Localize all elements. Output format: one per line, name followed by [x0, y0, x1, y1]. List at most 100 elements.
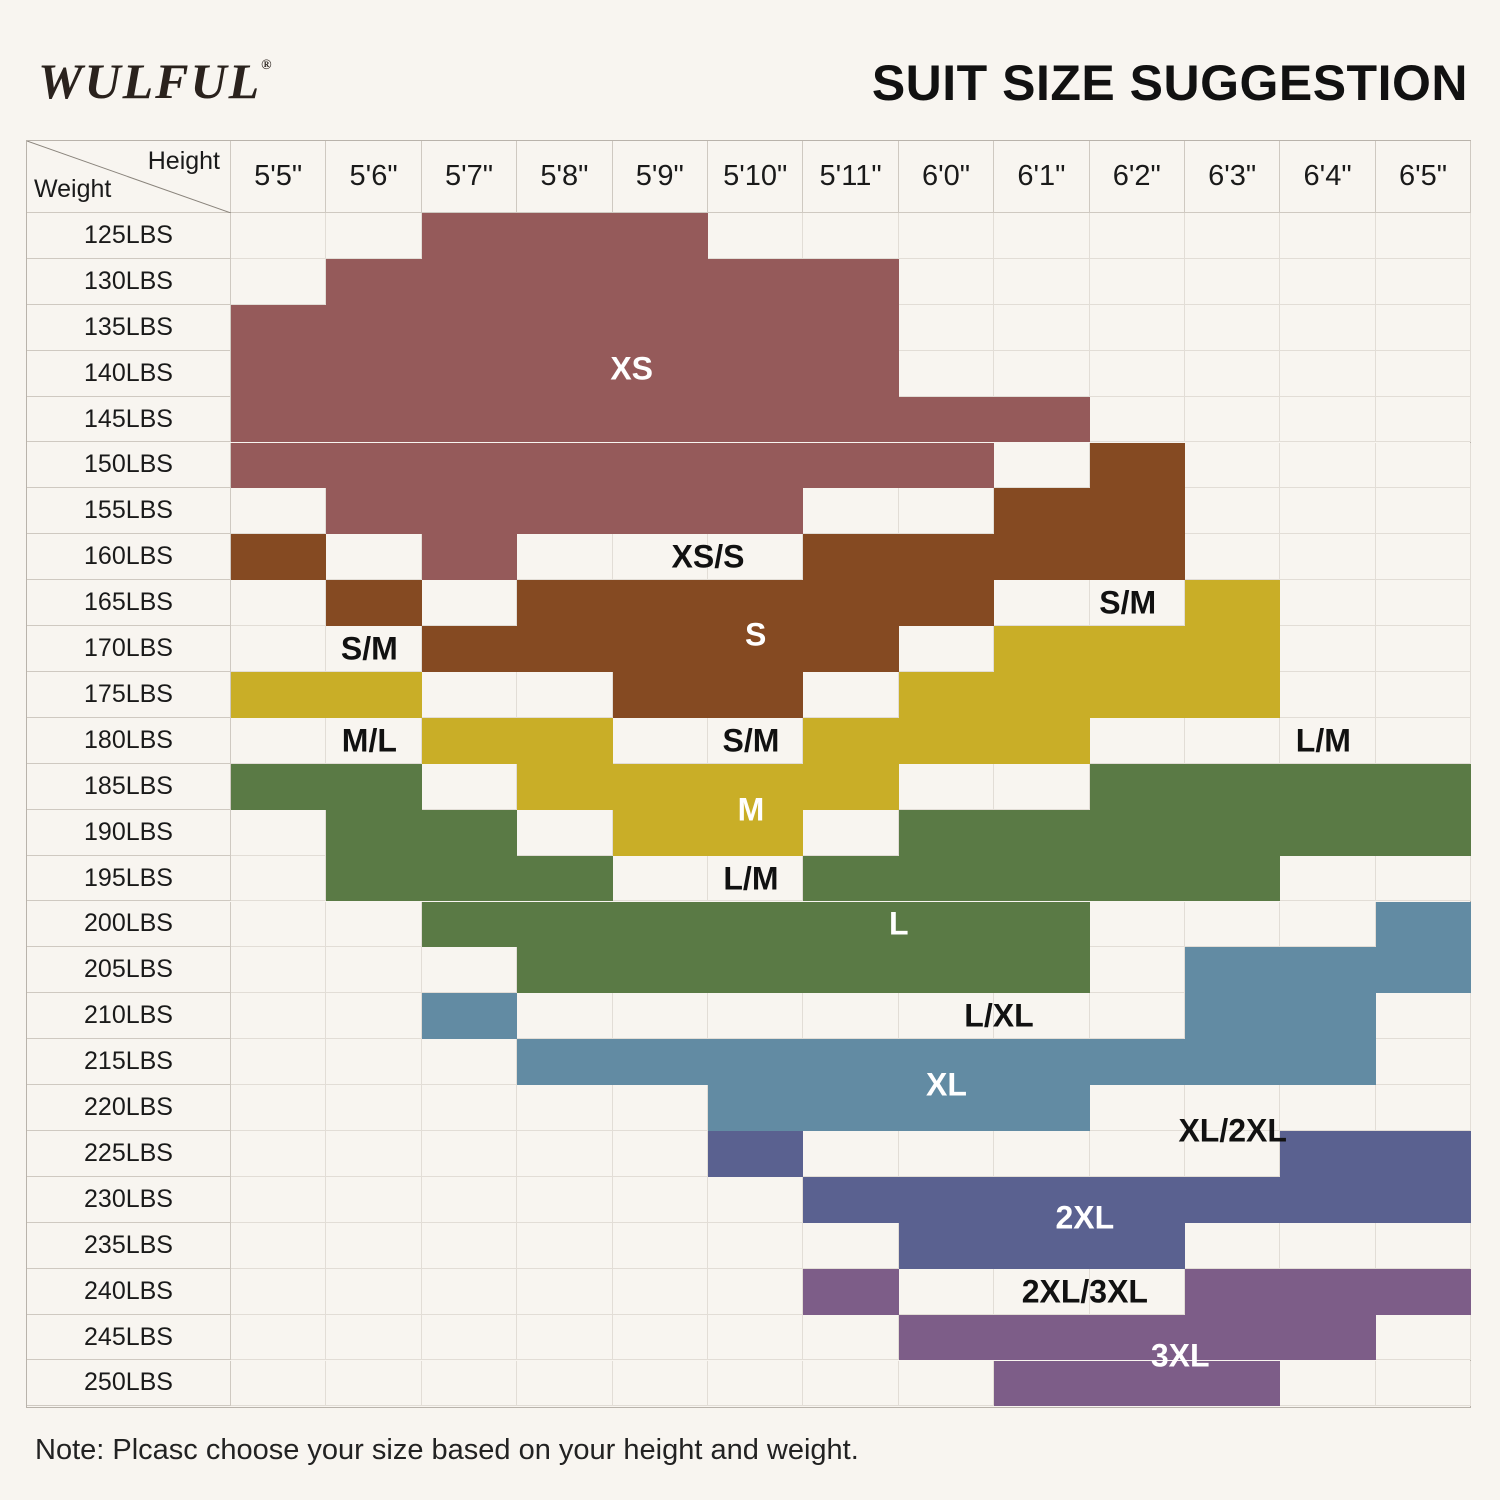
row-header: 130LBS: [27, 258, 231, 305]
empty-cell: [326, 901, 422, 948]
size-cell-xs: [517, 258, 613, 305]
empty-cell: [1375, 1360, 1472, 1407]
size-cell-s: [517, 580, 613, 627]
size-cell-xl: [421, 993, 518, 1040]
size-cell-l: [612, 901, 708, 948]
size-cell-xs: [231, 304, 327, 351]
size-cell-xl: [994, 1039, 1090, 1086]
size-label: M: [737, 791, 765, 828]
size-cell-l: [231, 763, 327, 810]
empty-cell: [1280, 580, 1376, 627]
row-header: 160LBS: [27, 534, 231, 581]
size-cell-s: [421, 626, 518, 672]
size-cell-xl: [708, 1085, 804, 1131]
empty-cell: [994, 442, 1090, 489]
empty-cell: [898, 304, 995, 351]
empty-cell: [231, 947, 327, 994]
size-cell-xs: [421, 488, 518, 535]
empty-cell: [231, 1176, 327, 1223]
empty-cell: [1280, 1222, 1376, 1269]
empty-cell: [326, 213, 422, 259]
empty-cell: [1089, 1131, 1185, 1177]
size-cell-l: [421, 855, 518, 902]
size-cell-xl: [1185, 993, 1281, 1040]
size-label: 2XL: [1055, 1199, 1115, 1236]
size-cell-s: [612, 626, 708, 672]
size-cell-xs: [898, 442, 995, 489]
empty-cell: [612, 1314, 708, 1361]
logo-text: WULFUL: [38, 53, 262, 109]
size-label: L/M: [1295, 722, 1351, 759]
size-cell-l: [517, 901, 613, 948]
size-cell-m: [803, 717, 899, 764]
empty-cell: [326, 947, 422, 994]
size-cell-m: [994, 672, 1090, 718]
size-cell-xs: [803, 258, 899, 305]
row-header: 200LBS: [27, 901, 231, 948]
size-label: L/XL: [964, 997, 1034, 1034]
size-cell-xs: [421, 350, 518, 397]
size-cell-s: [898, 580, 995, 627]
empty-cell: [1375, 1085, 1472, 1131]
size-cell-s: [898, 534, 995, 581]
size-chart-table: 5'5" 5'6" 5'7" 5'8" 5'9" 5'10" 5'11" 6'0" 6'1" 6'…: [26, 140, 1472, 1408]
size-cell-l: [708, 947, 804, 994]
empty-cell: [231, 626, 327, 672]
empty-cell: [1375, 1314, 1472, 1361]
empty-cell: [517, 809, 613, 856]
empty-cell: [1089, 580, 1185, 627]
corner-header: Height Weight: [27, 141, 231, 213]
empty-cell: [326, 534, 422, 581]
size-cell-3xl: [994, 1360, 1090, 1407]
size-cell-3xl: [1089, 1360, 1185, 1407]
size-cell-m: [708, 763, 804, 810]
empty-cell: [326, 626, 422, 672]
size-cell-xs: [421, 213, 518, 259]
size-cell-m: [1089, 626, 1185, 672]
size-cell-3xl: [803, 1268, 899, 1315]
size-cell-s: [803, 580, 899, 627]
empty-cell: [803, 213, 899, 259]
size-cell-s: [517, 626, 613, 672]
size-cell-l: [898, 855, 995, 902]
empty-cell: [517, 1176, 613, 1223]
empty-cell: [1375, 534, 1472, 581]
empty-cell: [1089, 304, 1185, 351]
empty-cell: [803, 809, 899, 856]
size-cell-l: [612, 947, 708, 994]
size-cell-xs: [421, 304, 518, 351]
empty-cell: [1089, 993, 1185, 1040]
size-cell-xl: [898, 1039, 995, 1086]
empty-cell: [708, 1360, 804, 1407]
empty-cell: [898, 213, 995, 259]
size-cell-xs: [517, 304, 613, 351]
row-header: 145LBS: [27, 396, 231, 443]
empty-cell: [1280, 258, 1376, 305]
size-label: S/M: [1099, 584, 1157, 621]
size-cell-s: [708, 626, 804, 672]
empty-cell: [421, 1131, 518, 1177]
size-cell-l: [1280, 763, 1376, 810]
size-cell-xs: [612, 442, 708, 489]
row-header: 240LBS: [27, 1268, 231, 1315]
size-cell-xs: [231, 396, 327, 443]
row-header: 165LBS: [27, 580, 231, 627]
size-cell-l: [326, 809, 422, 856]
row-header: 245LBS: [27, 1314, 231, 1361]
size-cell-xl: [1280, 947, 1376, 994]
size-cell-xl: [1375, 901, 1472, 948]
row-header: 225LBS: [27, 1131, 231, 1177]
size-cell-xs: [517, 488, 613, 535]
column-header: 6'2": [1089, 141, 1185, 213]
height-axis-label: Height: [147, 147, 220, 175]
size-cell-xs: [421, 534, 518, 581]
size-cell-s: [612, 580, 708, 627]
size-cell-l: [326, 855, 422, 902]
size-cell-xl: [1375, 947, 1472, 994]
column-header: 6'1": [994, 141, 1090, 213]
size-cell-xl: [803, 1085, 899, 1131]
size-cell-xl: [612, 1039, 708, 1086]
empty-cell: [898, 1131, 995, 1177]
size-cell-l: [898, 809, 995, 856]
empty-cell: [803, 1131, 899, 1177]
